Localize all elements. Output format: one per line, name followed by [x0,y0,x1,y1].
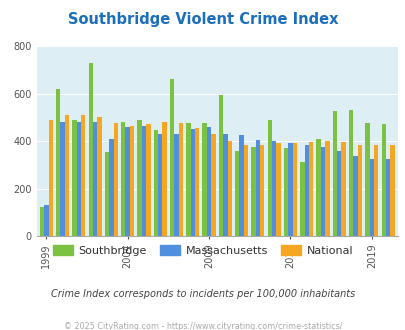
Bar [260,145,264,236]
Bar [174,134,178,236]
Bar [348,110,352,236]
Bar [389,145,394,236]
Bar [267,120,271,236]
Bar [194,128,199,236]
Bar [65,115,69,236]
Bar [60,122,65,236]
Bar [324,141,329,236]
Bar [207,127,211,236]
Text: © 2025 CityRating.com - https://www.cityrating.com/crime-statistics/: © 2025 CityRating.com - https://www.city… [64,322,341,330]
Bar [44,205,48,236]
Bar [97,117,102,236]
Bar [292,144,296,236]
Bar [130,126,134,236]
Bar [234,150,239,236]
Bar [304,145,308,236]
Bar [276,144,280,236]
Bar [381,124,385,236]
Bar [158,134,162,236]
Legend: Southbridge, Massachusetts, National: Southbridge, Massachusetts, National [48,241,357,260]
Bar [121,122,125,236]
Bar [288,144,292,236]
Bar [190,129,194,236]
Text: Crime Index corresponds to incidents per 100,000 inhabitants: Crime Index corresponds to incidents per… [51,289,354,299]
Bar [186,123,190,236]
Bar [162,122,166,236]
Bar [336,150,341,236]
Bar [146,124,150,236]
Bar [373,145,377,236]
Bar [40,208,44,236]
Bar [88,63,93,236]
Bar [72,120,77,236]
Bar [251,147,255,236]
Bar [369,159,373,236]
Text: Southbridge Violent Crime Index: Southbridge Violent Crime Index [68,12,337,26]
Bar [271,141,276,236]
Bar [170,80,174,236]
Bar [153,130,158,236]
Bar [56,89,60,236]
Bar [113,123,118,236]
Bar [364,123,369,236]
Bar [77,122,81,236]
Bar [299,162,304,236]
Bar [341,142,345,236]
Bar [104,152,109,236]
Bar [223,134,227,236]
Bar [125,127,130,236]
Bar [352,156,357,236]
Bar [218,95,223,236]
Bar [283,148,288,236]
Bar [308,142,313,236]
Bar [332,112,336,236]
Bar [227,141,231,236]
Bar [385,159,389,236]
Bar [178,123,183,236]
Bar [202,123,207,236]
Bar [357,145,361,236]
Bar [48,120,53,236]
Bar [255,140,260,236]
Bar [315,139,320,236]
Bar [243,145,247,236]
Bar [141,126,146,236]
Bar [137,120,141,236]
Bar [81,115,85,236]
Bar [239,135,243,236]
Bar [93,122,97,236]
Bar [320,147,324,236]
Bar [109,139,113,236]
Bar [211,134,215,236]
